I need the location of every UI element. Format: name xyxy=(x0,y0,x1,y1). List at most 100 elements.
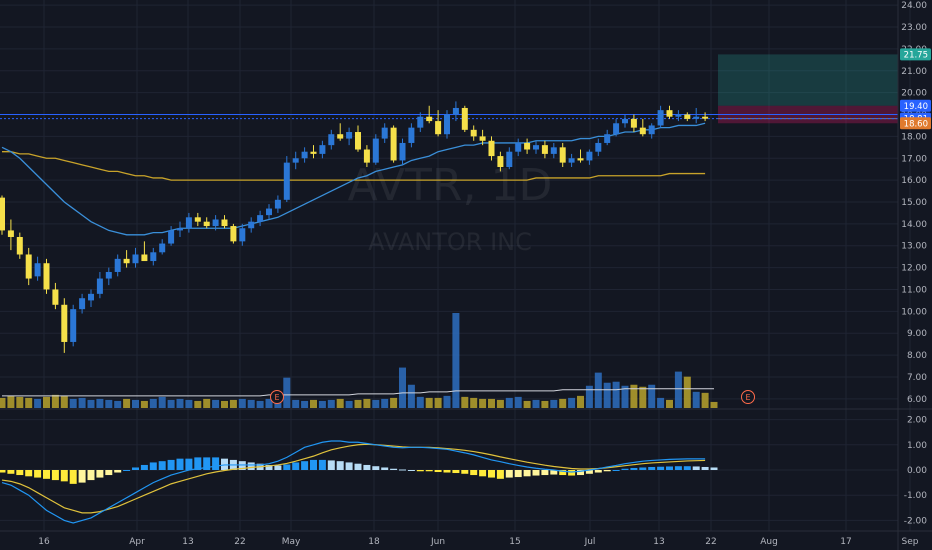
macd-histogram-bar xyxy=(70,470,77,484)
macd-histogram-bar xyxy=(61,470,68,481)
macd-histogram-bar xyxy=(630,468,637,470)
price-tick-label: 8.00 xyxy=(907,351,927,361)
candle-body xyxy=(293,158,299,162)
candle-body xyxy=(150,252,156,261)
macd-tick-label: 0.00 xyxy=(907,466,927,476)
long-position-box[interactable] xyxy=(718,54,898,123)
candle-body xyxy=(248,222,254,229)
candle-body xyxy=(462,108,468,130)
time-tick-label: Jun xyxy=(430,537,445,547)
candle-body xyxy=(684,115,690,119)
candle-body xyxy=(141,254,147,261)
price-tick-label: 10.00 xyxy=(901,307,927,317)
candle-body xyxy=(373,139,379,163)
candle-body xyxy=(408,128,414,143)
candle-body xyxy=(346,132,352,139)
candle-body xyxy=(542,145,548,154)
volume-bar xyxy=(25,398,32,408)
volume-bar xyxy=(221,401,228,408)
price-tick-label: 6.00 xyxy=(907,395,927,405)
macd-histogram-bar xyxy=(274,465,281,470)
price-tick-label: 7.00 xyxy=(907,373,927,383)
volume-bar xyxy=(497,400,504,408)
candle-body xyxy=(257,215,263,222)
candle-body xyxy=(44,263,50,289)
candle-body xyxy=(524,143,530,150)
candle-body xyxy=(560,147,566,162)
time-tick-label: Apr xyxy=(129,537,145,547)
macd-histogram-bar xyxy=(355,464,362,470)
macd-histogram-bar xyxy=(506,470,513,478)
volume-bar xyxy=(96,399,103,408)
volume-bar xyxy=(613,382,620,408)
macd-histogram-bar xyxy=(96,470,103,478)
watermark-name: AVANTOR INC xyxy=(368,228,532,256)
macd-histogram-bar xyxy=(310,460,317,470)
candle-body xyxy=(551,147,557,154)
volume-bar xyxy=(666,400,673,408)
candle-body xyxy=(569,158,575,162)
candle-body xyxy=(177,228,183,230)
time-tick-label: 22 xyxy=(705,537,716,547)
candle-body xyxy=(453,108,459,115)
macd-histogram-bar xyxy=(488,470,495,478)
volume-bar xyxy=(461,397,468,408)
candle-body xyxy=(640,128,646,135)
volume-bar xyxy=(559,399,566,408)
volume-bar xyxy=(257,401,264,408)
volume-bar xyxy=(177,399,184,408)
macd-histogram-bar xyxy=(346,462,353,470)
candle-body xyxy=(61,305,67,342)
price-tick-label: 23.00 xyxy=(901,23,927,33)
macd-histogram-bar xyxy=(301,461,308,470)
macd-histogram-bar xyxy=(711,467,718,470)
candle-body xyxy=(506,152,512,167)
volume-bar xyxy=(7,396,14,408)
candle-body xyxy=(604,134,610,143)
volume-bar xyxy=(595,373,602,408)
volume-bar xyxy=(150,399,157,408)
volume-bar xyxy=(168,400,175,408)
macd-tick-label: -1.00 xyxy=(904,491,928,501)
candle-body xyxy=(613,123,619,134)
time-tick-label: 15 xyxy=(509,537,520,547)
macd-histogram-bar xyxy=(221,459,228,470)
volume-bar xyxy=(292,400,299,408)
candle-body xyxy=(471,130,477,137)
volume-bar xyxy=(630,385,637,408)
volume-bar xyxy=(639,387,646,408)
volume-bar xyxy=(550,400,557,408)
candle-body xyxy=(213,219,219,226)
candle-body xyxy=(239,228,245,241)
macd-histogram-bar xyxy=(639,467,646,470)
volume-bar xyxy=(328,400,335,408)
volume-bar xyxy=(34,399,41,408)
price-tick-label: 17.00 xyxy=(901,154,927,164)
macd-histogram-bar xyxy=(390,469,397,470)
macd-histogram-bar xyxy=(177,459,184,470)
macd-tick-label: -2.00 xyxy=(904,516,928,526)
macd-histogram-bar xyxy=(52,470,59,480)
candle-body xyxy=(311,152,317,154)
candle-body xyxy=(8,230,14,237)
macd-histogram-bar xyxy=(381,467,388,470)
time-tick-label: Aug xyxy=(760,537,778,547)
macd-histogram-bar xyxy=(684,466,691,470)
candle-body xyxy=(195,217,201,221)
candle-body xyxy=(319,145,325,154)
candle-body xyxy=(159,244,165,253)
volume-bar xyxy=(390,398,397,408)
candle-body xyxy=(79,298,85,309)
macd-histogram-bar xyxy=(470,470,477,475)
watermark-symbol: AVTR, 1D xyxy=(348,160,553,211)
macd-histogram-bar xyxy=(319,460,326,470)
candle-body xyxy=(435,121,441,134)
macd-histogram-bar xyxy=(141,465,148,470)
candle-body xyxy=(667,110,673,117)
volume-bar xyxy=(568,398,575,408)
macd-histogram-bar xyxy=(479,470,486,476)
macd-histogram-bar xyxy=(444,470,451,473)
macd-histogram-bar xyxy=(372,466,379,470)
volume-bar xyxy=(319,401,326,408)
